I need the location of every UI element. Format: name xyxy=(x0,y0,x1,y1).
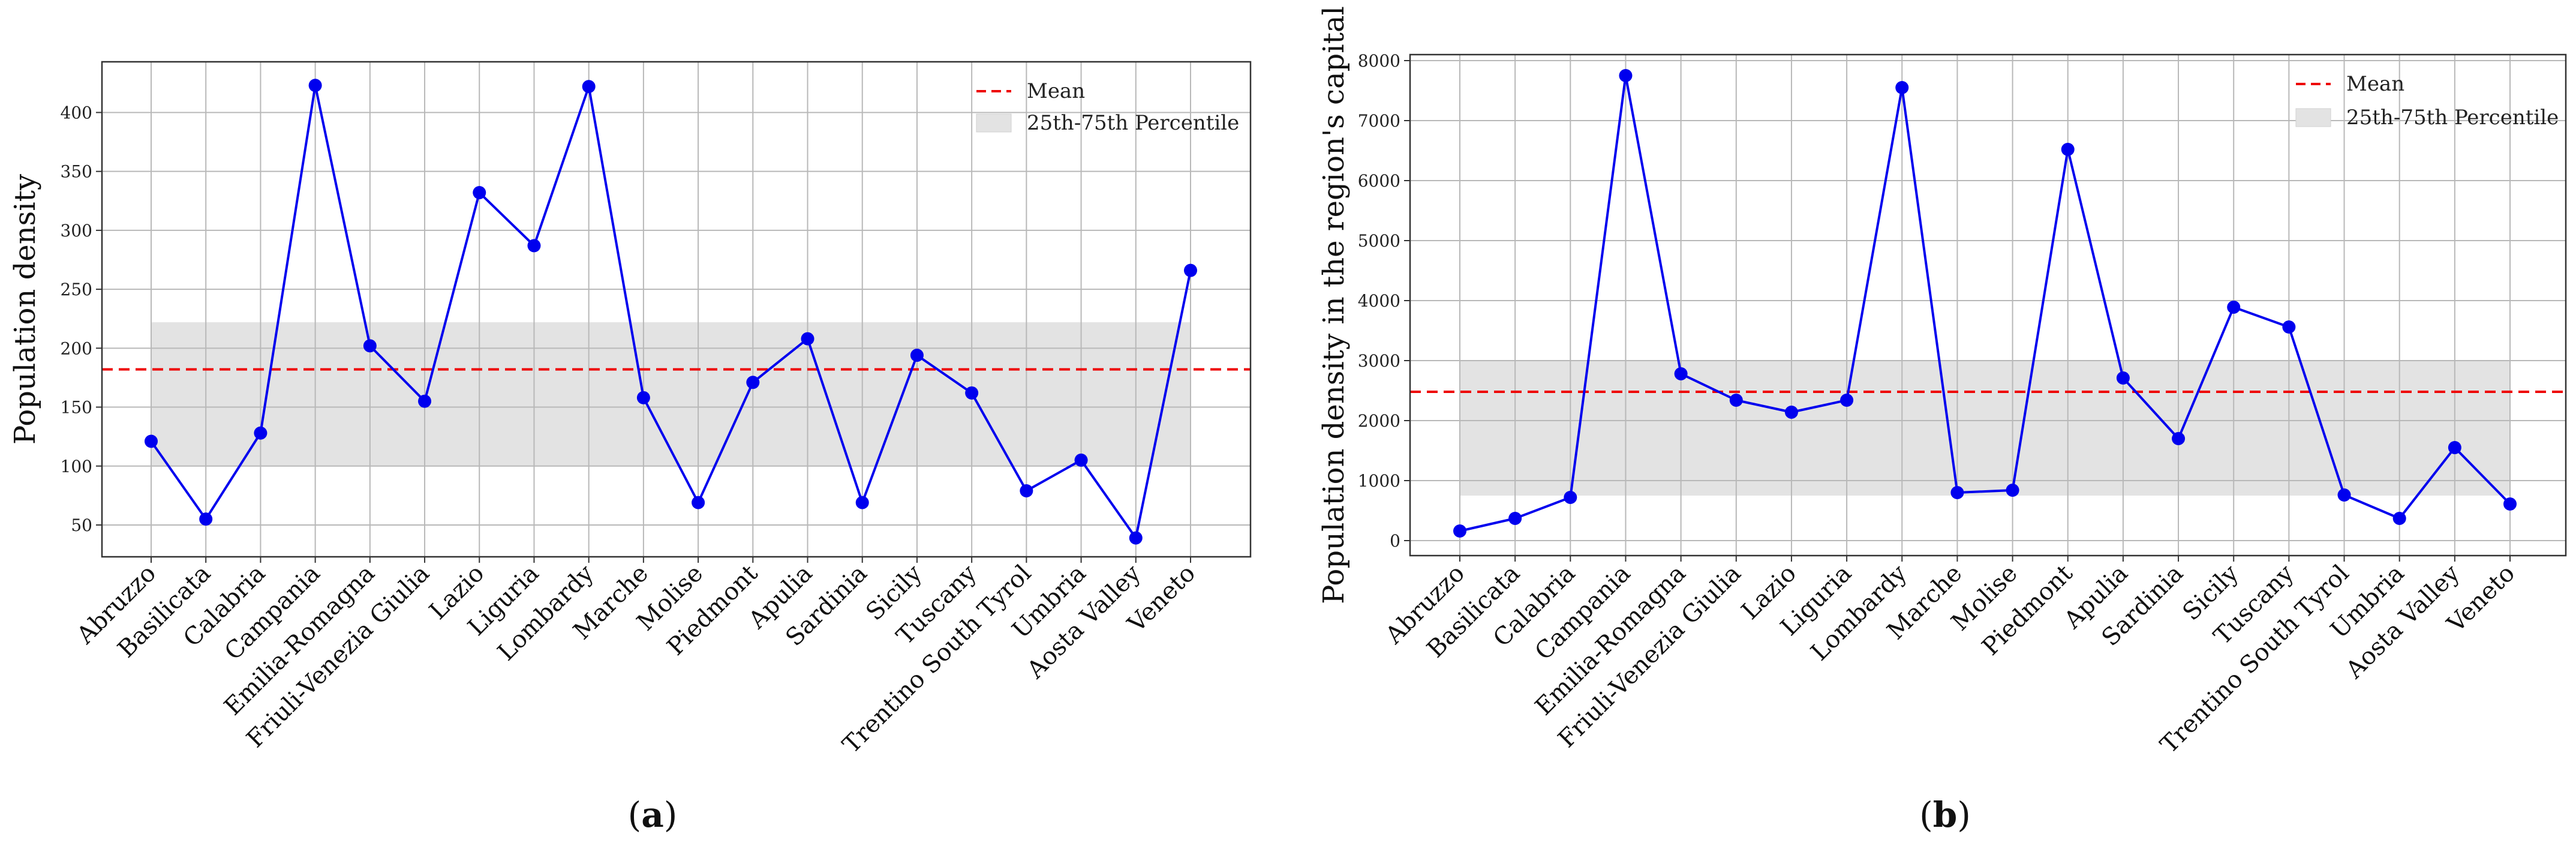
legend-band-swatch xyxy=(976,113,1012,133)
data-point xyxy=(308,79,322,92)
data-point xyxy=(418,394,432,408)
data-point xyxy=(692,496,705,509)
data-point xyxy=(746,376,760,389)
data-point xyxy=(2172,432,2186,445)
y-tick-label: 4000 xyxy=(1358,291,1400,311)
panel-caption: (a) xyxy=(628,794,678,835)
y-tick-label: 350 xyxy=(61,162,92,182)
data-point xyxy=(2006,484,2019,497)
data-point xyxy=(1840,394,1854,407)
legend-mean-label: Mean xyxy=(1027,79,1085,103)
data-point xyxy=(1895,81,1909,94)
data-point xyxy=(199,512,213,526)
y-tick-label: 3000 xyxy=(1358,351,1400,371)
series-line xyxy=(1459,74,2511,532)
data-point xyxy=(1674,367,1688,380)
data-point xyxy=(1729,394,1743,407)
panel-caption: (b) xyxy=(1919,794,1971,835)
data-point xyxy=(2282,320,2296,334)
data-point xyxy=(1564,491,1577,504)
data-point xyxy=(1453,524,1466,538)
data-point xyxy=(254,426,267,440)
data-point xyxy=(1508,512,1522,525)
data-point xyxy=(2061,143,2075,156)
legend-band-label: 25th-75th Percentile xyxy=(2346,106,2559,130)
data-point xyxy=(473,186,486,200)
data-point xyxy=(2227,301,2241,314)
chart-panel-a: 50100150200250300350400AbruzzoBasilicata… xyxy=(8,61,1252,835)
plot-frame xyxy=(101,61,1252,558)
y-tick-label: 200 xyxy=(61,338,92,358)
plot-area xyxy=(102,62,1251,557)
legend-band-swatch xyxy=(2295,108,2331,127)
y-tick-label: 2000 xyxy=(1358,411,1400,431)
data-point xyxy=(2392,512,2406,525)
series-line xyxy=(150,84,1192,539)
data-point xyxy=(636,391,650,404)
y-tick-label: 250 xyxy=(61,280,92,299)
y-tick-label: 5000 xyxy=(1358,231,1400,251)
data-point xyxy=(1020,484,1033,497)
chart-panel-b: 010002000300040005000600070008000Abruzzo… xyxy=(1317,6,2567,835)
y-tick-label: 400 xyxy=(61,103,92,122)
data-point xyxy=(582,80,596,94)
data-point xyxy=(2448,441,2461,454)
plot-frame xyxy=(1409,53,2567,557)
data-point xyxy=(145,434,158,448)
y-tick-label: 50 xyxy=(71,515,92,535)
data-point xyxy=(2116,371,2130,385)
y-tick-label: 8000 xyxy=(1358,51,1400,71)
legend-band-label: 25th-75th Percentile xyxy=(1027,111,1239,135)
y-tick-label: 7000 xyxy=(1358,111,1400,131)
y-tick-label: 1000 xyxy=(1358,471,1400,491)
data-point xyxy=(1950,486,1964,499)
data-point xyxy=(1074,453,1088,467)
percentile-band xyxy=(1460,361,2510,496)
data-point xyxy=(1129,531,1143,545)
y-axis-label: Population density in the region's capit… xyxy=(1317,6,1351,604)
data-point xyxy=(527,239,541,253)
legend-mean-label: Mean xyxy=(2346,72,2404,96)
data-point xyxy=(965,386,979,400)
data-point xyxy=(2503,497,2517,511)
data-point xyxy=(1184,263,1197,277)
y-tick-label: 6000 xyxy=(1358,171,1400,191)
data-point xyxy=(1619,69,1633,82)
data-point xyxy=(910,349,924,362)
data-point xyxy=(801,332,814,346)
data-point xyxy=(1784,406,1798,419)
data-point xyxy=(855,496,869,509)
y-tick-label: 100 xyxy=(61,457,92,476)
y-tick-label: 300 xyxy=(61,221,92,241)
y-axis-label: Population density xyxy=(8,174,42,445)
data-point xyxy=(2337,488,2351,502)
percentile-band xyxy=(151,322,1191,466)
y-tick-label: 0 xyxy=(1390,531,1400,551)
y-tick-label: 150 xyxy=(61,398,92,418)
data-point xyxy=(363,339,377,353)
